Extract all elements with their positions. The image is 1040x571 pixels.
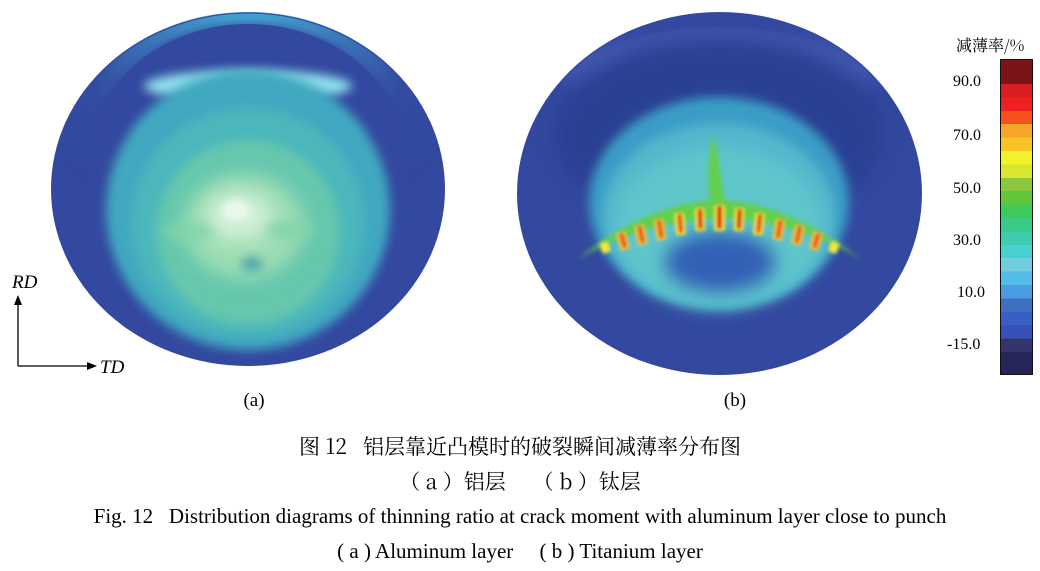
svg-text:TD: TD [100, 357, 125, 378]
svg-text:RD: RD [11, 272, 38, 293]
